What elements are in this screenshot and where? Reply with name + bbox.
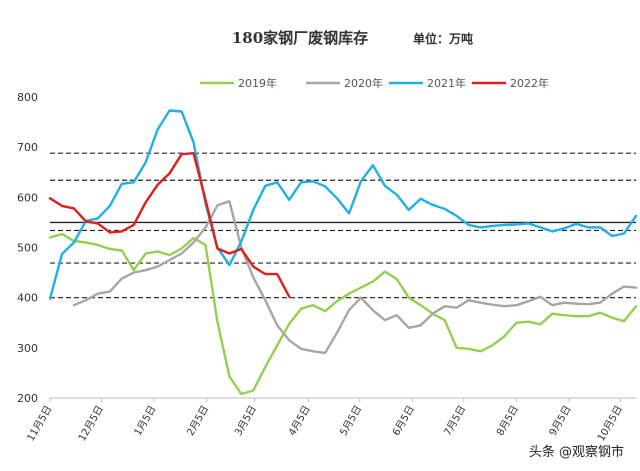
series-layer	[48, 109, 638, 396]
legend-label: 2021年	[427, 76, 466, 90]
legend-label: 2022年	[510, 76, 549, 90]
legend-label: 2019年	[238, 76, 277, 90]
series-line-2020年	[72, 200, 638, 355]
series-line-2022年	[48, 151, 291, 298]
legend: 2019年 2020年 2021年 2022年	[200, 76, 549, 90]
chart-title: 180家钢厂废钢库存	[232, 29, 368, 47]
series-line-2019年	[48, 232, 638, 396]
series-line-2021年	[48, 109, 638, 300]
legend-label: 2020年	[344, 76, 383, 90]
y-tick-label: 800	[17, 91, 38, 104]
unit-label: 单位：万吨	[413, 31, 473, 46]
y-tick-label: 400	[17, 292, 38, 305]
y-tick-label: 500	[17, 242, 38, 255]
y-tick-label: 700	[17, 141, 38, 154]
y-tick-label: 200	[17, 392, 38, 405]
watermark: 头条 @观察钢市	[529, 444, 624, 460]
y-tick-label: 300	[17, 342, 38, 355]
y-tick-label: 600	[17, 191, 38, 204]
